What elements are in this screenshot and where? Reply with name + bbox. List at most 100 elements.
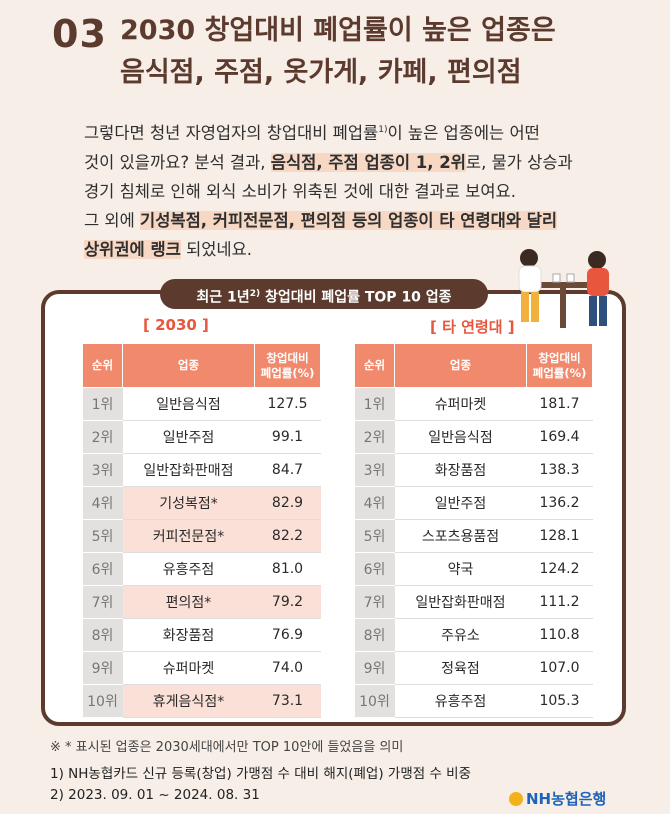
name-cell: 편의점* [122,585,255,619]
table-row: 6위 유흥주점 81.0 [82,552,321,586]
name-cell: 슈퍼마켓 [394,387,527,421]
table-row: 9위 정육점 107.0 [354,651,593,685]
name-cell: 기성복점* [122,486,255,520]
name-cell: 일반주점 [394,486,527,520]
rank-cell: 2위 [354,420,395,454]
title-line-1: 2030 창업대비 폐업률이 높은 업종은 [120,15,556,46]
intro-line-1: 그렇다면 청년 자영업자의 창업대비 폐업률1)이 높은 업종에는 어떤 [84,123,540,143]
rank-cell: 10위 [82,684,123,718]
value-cell: 138.3 [526,453,593,487]
cafe-people-illustration [518,249,609,328]
name-cell: 화장품점 [122,618,255,652]
chart-badge: 최근 1년2) 창업대비 폐업률 TOP 10 업종 [160,279,488,309]
table-header-row: 순위 업종 창업대비 폐업률(%) [354,343,593,388]
rank-cell: 5위 [82,519,123,553]
rank-cell: 8위 [82,618,123,652]
header-name: 업종 [394,343,527,388]
value-cell: 81.0 [254,552,321,586]
value-cell: 111.2 [526,585,593,619]
rank-cell: 4위 [354,486,395,520]
value-cell: 169.4 [526,420,593,454]
header-value: 창업대비 폐업률(%) [254,343,321,388]
value-cell: 107.0 [526,651,593,685]
value-cell: 73.1 [254,684,321,718]
name-cell: 일반잡화판매점 [122,453,255,487]
value-cell: 84.7 [254,453,321,487]
table-row: 3위 화장품점 138.3 [354,453,593,487]
rank-cell: 2위 [82,420,123,454]
nh-logo-icon [509,791,523,806]
footnotes: 1) NH농협카드 신규 등록(창업) 가맹점 수 대비 해지(폐업) 가맹점 … [50,764,471,806]
value-cell: 76.9 [254,618,321,652]
name-cell: 유흥주점 [394,684,527,718]
name-cell: 일반음식점 [122,387,255,421]
value-cell: 110.8 [526,618,593,652]
title-line-2: 음식점, 주점, 옷가게, 카페, 편의점 [120,57,522,88]
name-cell: 정육점 [394,651,527,685]
rank-cell: 6위 [82,552,123,586]
table-row: 8위 화장품점 76.9 [82,618,321,652]
value-cell: 124.2 [526,552,593,586]
intro-paragraph: 그렇다면 청년 자영업자의 창업대비 폐업률1)이 높은 업종에는 어떤 것이 … [84,116,644,264]
footnote-1: 1) NH농협카드 신규 등록(창업) 가맹점 수 대비 해지(폐업) 가맹점 … [50,766,472,782]
table-row: 3위 일반잡화판매점 84.7 [82,453,321,487]
name-cell: 슈퍼마켓 [122,651,255,685]
rank-cell: 7위 [82,585,123,619]
section-number: 03 [52,12,107,56]
value-cell: 99.1 [254,420,321,454]
table-row: 4위 기성복점* 82.9 [82,486,321,520]
rank-cell: 5위 [354,519,395,553]
intro-line-3: 경기 침체로 인해 외식 소비가 위축된 것에 대한 결과로 보여요. [84,181,516,201]
tag-2030: [ 2030 ] [143,316,209,334]
table-other-ages: 순위 업종 창업대비 폐업률(%) 1위 슈퍼마켓 181.7 2위 일반음식점 169.4… [354,343,593,718]
name-cell: 일반잡화판매점 [394,585,527,619]
value-cell: 105.3 [526,684,593,718]
name-cell: 일반주점 [122,420,255,454]
footnote-asterisk: ※ * 표시된 업종은 2030세대에서만 TOP 10안에 들었음을 의미 [50,740,404,755]
rank-cell: 1위 [354,387,395,421]
header-value: 창업대비 폐업률(%) [526,343,593,388]
header-name: 업종 [122,343,255,388]
name-cell: 스포츠용품점 [394,519,527,553]
nh-bank-logo: NH농협은행 [509,788,606,809]
table-row: 10위 유흥주점 105.3 [354,684,593,718]
table-row: 2위 일반주점 99.1 [82,420,321,454]
table-row: 2위 일반음식점 169.4 [354,420,593,454]
rank-cell: 9위 [82,651,123,685]
table-row: 9위 슈퍼마켓 74.0 [82,651,321,685]
header-rank: 순위 [82,343,123,388]
name-cell: 주유소 [394,618,527,652]
name-cell: 일반음식점 [394,420,527,454]
table-row: 6위 약국 124.2 [354,552,593,586]
table-row: 1위 슈퍼마켓 181.7 [354,387,593,421]
name-cell: 약국 [394,552,527,586]
table-row: 4위 일반주점 136.2 [354,486,593,520]
intro-line-5: 상위권에 랭크 되었네요. [84,239,253,259]
nh-logo-text: NH농협은행 [526,790,607,808]
table-header-row: 순위 업종 창업대비 폐업률(%) [82,343,321,388]
name-cell: 유흥주점 [122,552,255,586]
table-2030: 순위 업종 창업대비 폐업률(%) 1위 일반음식점 127.5 2위 일반주점 99.1 3… [82,343,321,718]
table-row: 7위 편의점* 79.2 [82,585,321,619]
rank-cell: 10위 [354,684,395,718]
value-cell: 136.2 [526,486,593,520]
name-cell: 커피전문점* [122,519,255,553]
value-cell: 79.2 [254,585,321,619]
value-cell: 181.7 [526,387,593,421]
intro-line-2: 것이 있을까요? 분석 결과, 음식점, 주점 업종이 1, 2위로, 물가 상… [84,152,573,172]
tag-other-ages: [ 타 연령대 ] [430,318,515,336]
name-cell: 화장품점 [394,453,527,487]
table-row: 10위 휴게음식점* 73.1 [82,684,321,718]
intro-line-4: 그 외에 기성복점, 커피전문점, 편의점 등의 업종이 타 연령대와 달리 [84,210,558,230]
page-title: 2030 창업대비 폐업률이 높은 업종은 음식점, 주점, 옷가게, 카페, … [120,10,556,94]
rank-cell: 7위 [354,585,395,619]
value-cell: 128.1 [526,519,593,553]
header-rank: 순위 [354,343,395,388]
rank-cell: 3위 [82,453,123,487]
rank-cell: 4위 [82,486,123,520]
rank-cell: 9위 [354,651,395,685]
value-cell: 127.5 [254,387,321,421]
rank-cell: 3위 [354,453,395,487]
table-row: 7위 일반잡화판매점 111.2 [354,585,593,619]
value-cell: 82.2 [254,519,321,553]
